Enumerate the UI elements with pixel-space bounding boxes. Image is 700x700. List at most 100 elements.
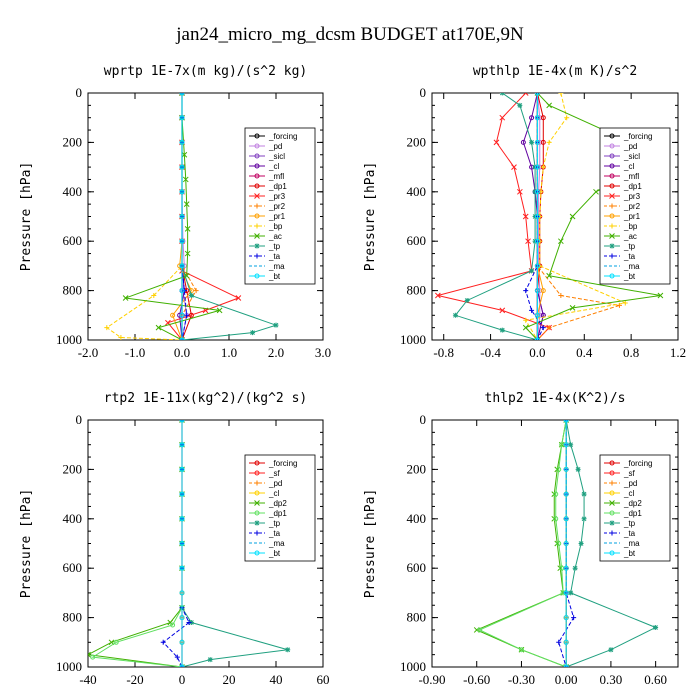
legend-marker [254, 470, 260, 476]
legend-label: _ma [268, 539, 285, 548]
series-point-bt [534, 214, 540, 219]
y-tick-label: 1000 [56, 332, 82, 347]
series-point-bt [563, 491, 569, 497]
x-tick-label: 0.30 [600, 672, 623, 687]
x-tick-label: 1.0 [221, 345, 237, 360]
series-point-tp [572, 565, 578, 571]
series-point-tp [653, 624, 659, 630]
series-point-bt [563, 466, 569, 472]
series-point-dp1 [518, 647, 524, 653]
series-point-tp [529, 139, 535, 145]
series-point-tp [529, 268, 535, 274]
series-line-bp [524, 93, 628, 340]
series-point-pr3 [517, 188, 523, 195]
y-tick-label: 600 [63, 560, 83, 575]
legend-marker [609, 223, 615, 229]
series-point-bt [563, 639, 569, 645]
series-point-pr3 [493, 139, 500, 146]
legend-label: _dp2 [268, 499, 287, 508]
series-point-bt [179, 466, 185, 472]
series-point-dp1 [477, 627, 483, 633]
y-tick-label: 200 [63, 461, 83, 476]
series-point-bp [151, 293, 157, 299]
series-point-bt [563, 565, 569, 571]
legend-marker [609, 490, 615, 496]
legend-label: _ma [268, 262, 285, 271]
panel-3: rtp2 1E-11x(kg^2)/(kg^2 s) Pressure [hPa]… [19, 391, 330, 687]
legend-marker [254, 133, 260, 139]
series-point-ta [186, 620, 192, 626]
series-point-pr1 [540, 288, 546, 294]
legend-marker [254, 243, 260, 249]
series-point-bt [179, 263, 185, 269]
series-point-bt [563, 442, 569, 448]
legend-label: _sicl [623, 152, 640, 161]
x-tick-label: 60 [317, 672, 330, 687]
legend-label: _dp1 [268, 509, 287, 518]
legend-label: _bt [268, 549, 281, 558]
y-tick-label: 200 [407, 461, 427, 476]
legend-marker [609, 550, 615, 556]
panel-2: wpthlp 1E-4x(m K)/s^2 Pressure [hPa] 0 200 4… [363, 64, 686, 360]
series-point-tp [575, 466, 581, 472]
series-point-bt [179, 189, 185, 195]
figure-title: jan24_micro_mg_dcsm BUDGET at170E,9N [175, 24, 524, 45]
legend-marker [609, 253, 615, 259]
x-tick-label: -0.60 [463, 672, 490, 687]
legend: _forcing_pd_sicl_cl_mfl_dp1_pr3_pr2_pr1_… [244, 127, 316, 285]
y-tick-label: 800 [63, 610, 83, 625]
series-point-ta [540, 325, 546, 331]
series-point-bt [563, 664, 569, 667]
legend-marker [609, 203, 615, 209]
legend-label: _pr1 [623, 212, 641, 221]
series-point-bt [179, 590, 185, 596]
series-point-dp2 [88, 651, 91, 658]
y-tick-label: 1000 [56, 659, 82, 674]
series-point-ac [155, 324, 162, 331]
series-point-ta [556, 639, 562, 645]
legend-marker [254, 273, 260, 279]
legend-marker [609, 233, 615, 239]
series-point-pr3 [499, 114, 506, 121]
series-point-bt [179, 312, 185, 318]
series-point-ac [184, 250, 191, 257]
legend-label: _sicl [268, 152, 285, 161]
series-point-ac [558, 238, 564, 245]
series-point-bt [179, 615, 185, 621]
series-point-pr3 [435, 292, 441, 299]
legend-label: _cl [268, 489, 279, 498]
series-line-dp2 [475, 420, 567, 667]
series-point-bt [534, 312, 540, 318]
y-tick-label: 200 [63, 134, 83, 149]
x-tick-label: 0.00 [555, 672, 578, 687]
series-line-pr3 [167, 93, 240, 340]
legend-label: _ta [623, 252, 636, 261]
x-tick-label: 0 [179, 672, 186, 687]
legend-label: _mfl [623, 172, 639, 181]
legend-label: _bt [268, 272, 281, 281]
legend-label: _mfl [268, 172, 284, 181]
series-point-bt [563, 541, 569, 546]
series-point-ta [184, 312, 190, 318]
legend-label: _pr3 [623, 192, 641, 201]
series-point-bp [118, 335, 124, 340]
legend-label: _forcing [268, 132, 297, 141]
series-point-pr3 [511, 164, 517, 170]
series-line-dp2 [88, 420, 183, 667]
legend-marker [609, 273, 615, 279]
series-point-bt [179, 93, 185, 96]
legend-marker [254, 213, 260, 219]
legend-label: _tp [268, 242, 281, 251]
series-point-tp [273, 322, 279, 328]
series-point-ac [181, 151, 188, 158]
y-tick-label: 400 [407, 511, 427, 526]
series-point-bt [563, 516, 569, 522]
legend-marker [609, 243, 615, 249]
series-point-bt [179, 442, 185, 448]
legend-label: _dp1 [623, 509, 642, 518]
series-point-bt [563, 420, 569, 423]
series-point-ta [529, 307, 535, 313]
y-tick-label: 0 [76, 85, 83, 100]
series-point-dp1 [556, 541, 562, 546]
series-point-ta [174, 654, 180, 660]
